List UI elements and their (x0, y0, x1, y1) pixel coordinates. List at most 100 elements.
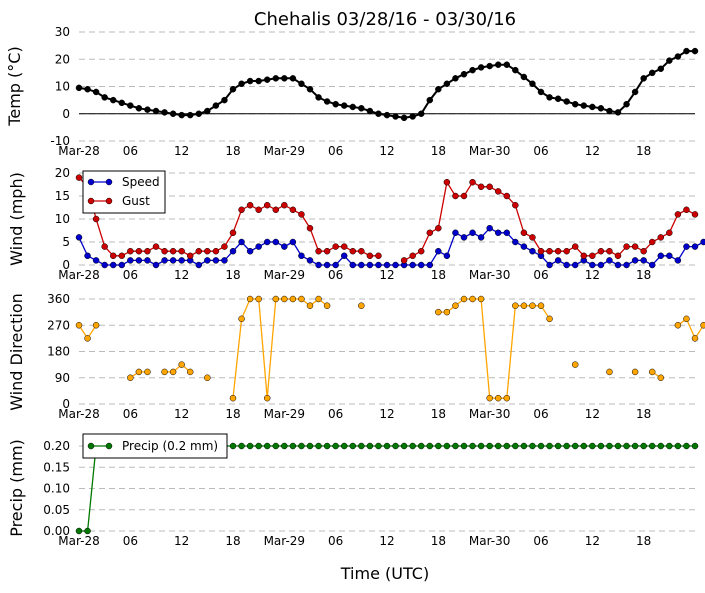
data-point (238, 442, 245, 450)
data-point (263, 442, 271, 450)
data-point (255, 243, 262, 250)
data-point (657, 252, 665, 260)
data-point (554, 442, 562, 450)
x-tick-label: 18 (636, 407, 651, 421)
x-tick-label: 12 (585, 534, 600, 548)
data-point (246, 77, 254, 85)
data-point (623, 100, 630, 108)
data-point (700, 322, 705, 329)
data-point (435, 247, 442, 255)
data-point (623, 261, 630, 269)
legend-marker (87, 442, 95, 450)
data-point (400, 114, 408, 122)
data-point (674, 53, 682, 60)
x-tick-label: 06 (123, 144, 138, 158)
data-point (212, 257, 220, 264)
data-point (101, 243, 108, 250)
data-point (195, 110, 203, 117)
data-point (315, 247, 322, 255)
data-point (238, 206, 245, 214)
data-point (486, 394, 493, 402)
data-point (691, 243, 699, 250)
y-tick-label: 0.15 (43, 460, 70, 474)
data-point (178, 247, 185, 255)
data-point (435, 308, 442, 316)
y-tick-label: 10 (55, 80, 70, 94)
data-point (392, 113, 399, 120)
data-point (503, 442, 511, 450)
data-point (554, 95, 562, 103)
y-tick-label: 30 (55, 25, 70, 39)
data-point (306, 224, 314, 232)
data-point (349, 103, 357, 111)
x-tick-label: Mar-30 (469, 407, 510, 421)
x-tick-label: 18 (225, 144, 240, 158)
legend-label: Gust (122, 194, 150, 208)
data-point (537, 302, 545, 309)
data-point (494, 229, 502, 237)
y-tick-label: 0.20 (43, 439, 70, 453)
data-point (691, 442, 699, 450)
data-point (563, 98, 570, 105)
data-point (512, 238, 519, 246)
data-point (606, 442, 613, 450)
x-tick-label: 18 (431, 268, 446, 282)
data-point (674, 322, 682, 329)
data-point (683, 442, 690, 450)
data-point (426, 442, 434, 450)
data-point (477, 234, 485, 241)
data-point (383, 111, 391, 119)
data-point (486, 183, 493, 191)
data-point (281, 75, 288, 82)
data-point (477, 295, 485, 303)
data-point (272, 295, 280, 303)
y-tick-label: 0 (62, 107, 70, 121)
data-point (529, 442, 536, 450)
data-point (597, 261, 605, 269)
data-point (323, 442, 331, 450)
data-point (640, 247, 647, 255)
data-point (417, 261, 425, 269)
x-tick-label: 06 (533, 144, 548, 158)
data-point (144, 106, 151, 113)
data-point (263, 394, 271, 402)
y-tick-label: 0 (62, 258, 70, 272)
y-tick-label: 180 (47, 345, 70, 359)
data-point (169, 257, 177, 264)
y-tick-label: 20 (55, 52, 70, 66)
data-point (563, 247, 570, 255)
data-point (400, 442, 408, 450)
data-point (409, 261, 416, 269)
x-tick-label: 12 (379, 144, 394, 158)
data-point (477, 183, 485, 191)
data-point (263, 76, 271, 83)
x-tick-label: 12 (379, 268, 394, 282)
data-point (631, 243, 639, 250)
data-point (75, 234, 83, 241)
data-point (537, 247, 545, 255)
data-point (246, 247, 254, 255)
data-point (409, 252, 416, 260)
data-point (657, 374, 665, 381)
data-point (597, 442, 605, 450)
x-tick-label: 06 (123, 407, 138, 421)
data-point (477, 64, 485, 71)
data-point (332, 243, 339, 250)
x-tick-label: 06 (123, 534, 138, 548)
data-point (469, 66, 476, 74)
data-point (358, 302, 365, 309)
legend-box (82, 170, 166, 214)
data-point (221, 243, 228, 250)
data-point (169, 368, 177, 376)
data-point (178, 257, 185, 264)
data-point (417, 247, 425, 255)
data-point (255, 77, 262, 85)
x-tick-label: 12 (585, 268, 600, 282)
data-point (298, 80, 305, 88)
x-tick-label: Mar-30 (469, 534, 510, 548)
data-point (289, 295, 297, 303)
data-point (648, 261, 656, 269)
data-point (520, 73, 528, 81)
data-point (546, 247, 553, 255)
data-point (683, 47, 690, 55)
